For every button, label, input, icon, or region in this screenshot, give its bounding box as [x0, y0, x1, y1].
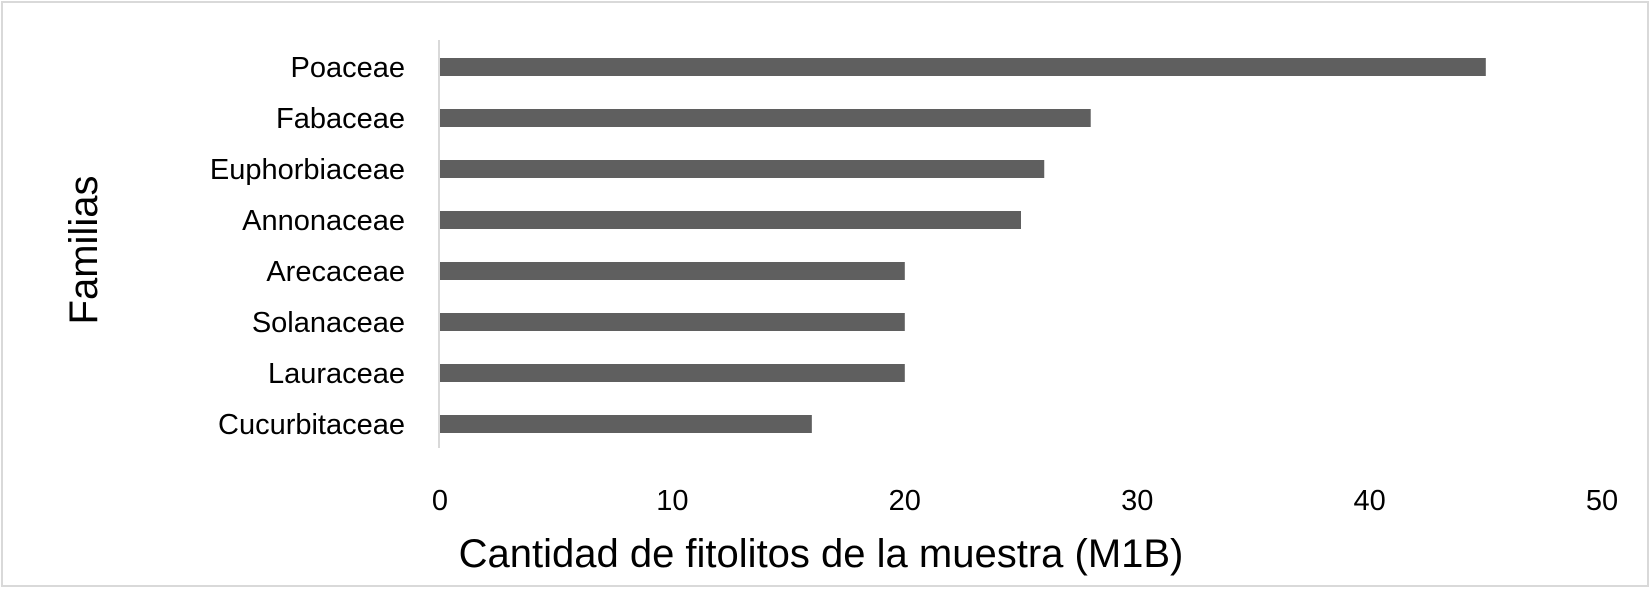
category-label-cucurbitaceae: Cucurbitaceae [218, 409, 405, 441]
x-tick-labels: 0 10 20 30 40 50 [432, 485, 1618, 517]
bar-poaceae [440, 58, 1486, 76]
category-label-poaceae: Poaceae [291, 52, 406, 84]
bar-lauraceae [440, 364, 905, 382]
category-label-solanaceae: Solanaceae [252, 307, 405, 339]
bar-annonaceae [440, 211, 1021, 229]
y-axis-title: Familias [62, 176, 106, 325]
x-tick-label-10: 10 [656, 485, 688, 517]
category-label-euphorbiaceae: Euphorbiaceae [210, 154, 405, 186]
bars-group [440, 58, 1486, 433]
bar-arecaceae [440, 262, 905, 280]
x-tick-label-50: 50 [1586, 485, 1618, 517]
bar-fabaceae [440, 109, 1091, 127]
category-label-arecaceae: Arecaceae [266, 256, 405, 288]
bar-solanaceae [440, 313, 905, 331]
category-label-fabaceae: Fabaceae [276, 103, 405, 135]
bar-cucurbitaceae [440, 415, 812, 433]
x-tick-label-0: 0 [432, 485, 448, 517]
x-axis-title: Cantidad de fitolitos de la muestra (M1B… [459, 532, 1184, 576]
category-labels: Poaceae Fabaceae Euphorbiaceae Annonaceae Ar… [210, 52, 405, 441]
category-label-lauraceae: Lauraceae [268, 358, 405, 390]
x-tick-label-30: 30 [1121, 485, 1153, 517]
bar-euphorbiaceae [440, 160, 1045, 178]
category-label-annonaceae: Annonaceae [242, 205, 405, 237]
x-tick-label-20: 20 [889, 485, 921, 517]
x-tick-label-40: 40 [1353, 485, 1385, 517]
